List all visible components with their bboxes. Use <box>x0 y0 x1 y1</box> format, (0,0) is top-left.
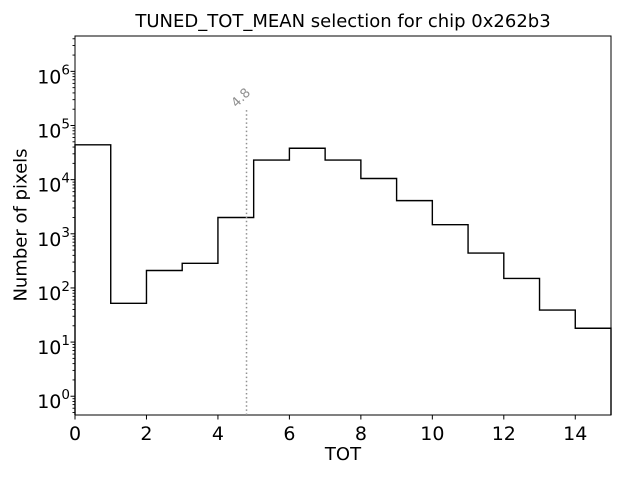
y-tick-label: 101 <box>37 333 70 359</box>
x-tick-label: 10 <box>420 423 444 445</box>
x-tick-label: 8 <box>355 423 367 445</box>
x-tick-label: 2 <box>140 423 152 445</box>
axes-spines <box>74 35 612 416</box>
y-tick-label: 106 <box>37 62 70 88</box>
y-tick-label: 100 <box>37 387 70 413</box>
x-tick-label: 0 <box>69 423 81 445</box>
y-axis-label: Number of pixels <box>10 148 32 302</box>
x-axis-label: TOT <box>324 444 362 465</box>
y-tick-label: 103 <box>37 225 70 251</box>
x-tick-label: 14 <box>563 423 587 445</box>
x-tick-label: 6 <box>283 423 295 445</box>
x-tick-label: 12 <box>492 423 516 445</box>
y-tick-label: 105 <box>37 117 70 143</box>
x-tick-label: 4 <box>212 423 224 445</box>
y-tick-label: 102 <box>37 279 70 305</box>
selection-vline-label: 4.8 <box>229 86 254 111</box>
chart-title: TUNED_TOT_MEAN selection for chip 0x262b… <box>135 11 551 32</box>
histogram-step-line <box>74 144 612 415</box>
y-tick-label: 104 <box>37 171 70 197</box>
